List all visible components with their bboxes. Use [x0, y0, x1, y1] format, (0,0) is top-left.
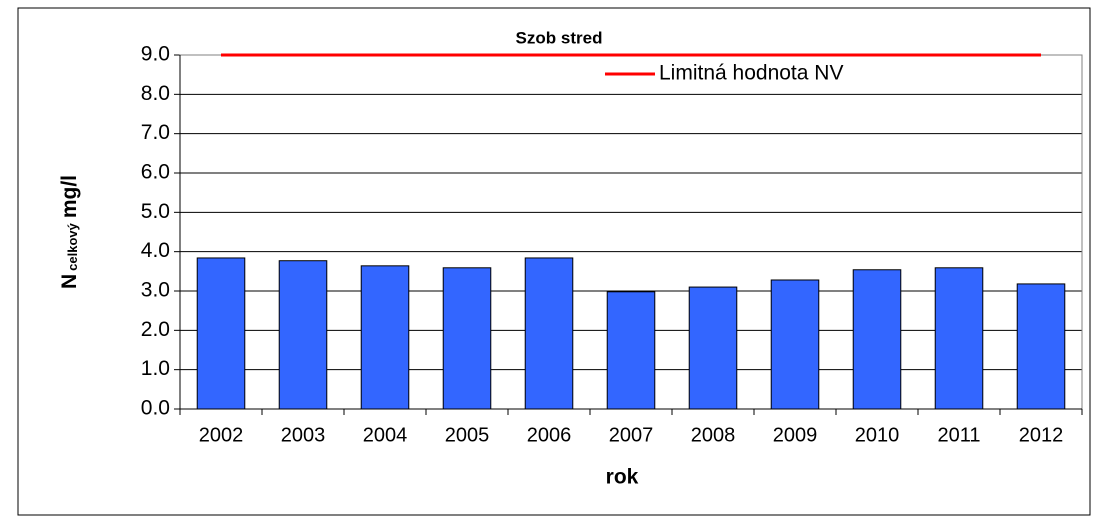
y-tick-label: 4.0 — [141, 239, 170, 262]
bar — [606, 291, 656, 410]
x-tick-label: 2006 — [527, 424, 572, 446]
bar — [442, 267, 492, 410]
y-axis-label: Ncelkový mg/l — [58, 175, 81, 289]
bar — [852, 269, 902, 410]
y-label-sub: celkový — [65, 222, 80, 270]
bar — [1016, 283, 1066, 410]
legend-label: Limitná hodnota NV — [659, 62, 843, 85]
y-tick-label: 5.0 — [141, 200, 170, 223]
x-tick-label: 2011 — [937, 424, 980, 446]
y-tick-label: 9.0 — [141, 43, 170, 66]
bar — [278, 260, 328, 410]
y-label-main: N — [58, 274, 81, 289]
bar — [524, 257, 574, 410]
bar — [360, 265, 410, 410]
y-tick-label: 0.0 — [141, 397, 170, 420]
y-tick-label: 8.0 — [141, 82, 170, 105]
bar — [196, 257, 246, 410]
x-axis-label: rok — [606, 466, 639, 489]
x-tick-label: 2012 — [1019, 424, 1064, 446]
x-tick-label: 2003 — [281, 424, 326, 446]
bar — [688, 286, 738, 410]
chart-title: Szob stred — [516, 28, 603, 47]
y-tick-label: 2.0 — [141, 318, 170, 341]
bar — [934, 267, 984, 410]
x-tick-label: 2002 — [199, 424, 244, 446]
x-tick-label: 2008 — [691, 424, 736, 446]
x-tick-label: 2005 — [445, 424, 490, 446]
x-tick-label: 2007 — [609, 424, 654, 446]
x-tick-label: 2004 — [363, 424, 408, 446]
x-tick-label: 2009 — [773, 424, 818, 446]
x-tick-label: 2010 — [855, 424, 900, 446]
y-tick-label: 7.0 — [141, 121, 170, 144]
y-label-unit: mg/l — [58, 175, 81, 218]
bar — [770, 279, 820, 410]
y-tick-label: 1.0 — [141, 357, 170, 380]
y-tick-label: 6.0 — [141, 161, 170, 184]
y-tick-label: 3.0 — [141, 279, 170, 302]
